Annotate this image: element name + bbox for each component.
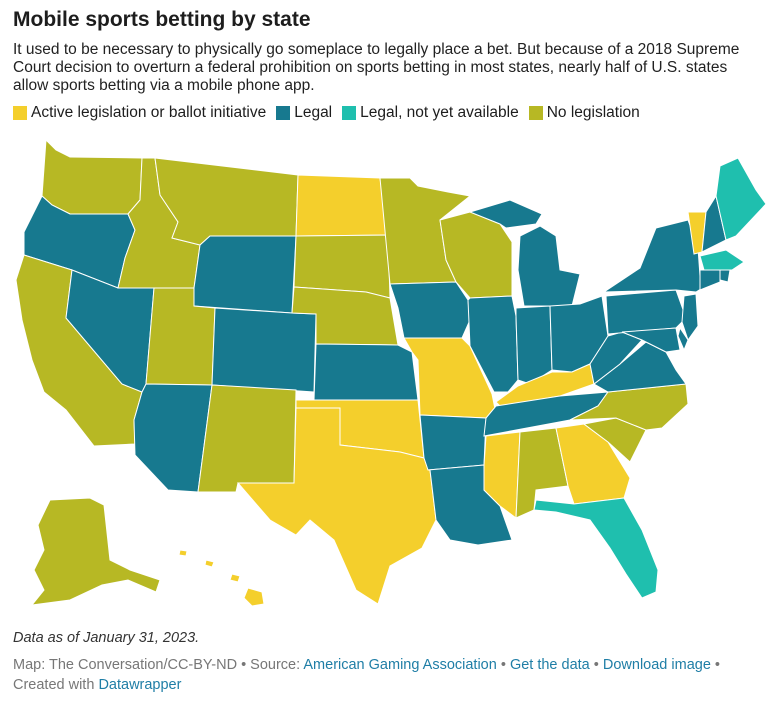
legend: Active legislation or ballot initiative … xyxy=(13,104,650,122)
legend-item-none: No legislation xyxy=(528,104,640,122)
state-tx[interactable] xyxy=(236,407,437,605)
get-data-link[interactable]: Get the data xyxy=(509,657,590,673)
state-va[interactable] xyxy=(593,341,687,393)
legend-swatch-legal xyxy=(276,106,291,120)
state-in[interactable] xyxy=(515,305,553,385)
legend-item-legal: Legal xyxy=(276,104,332,122)
state-mi[interactable] xyxy=(468,199,581,307)
state-me[interactable] xyxy=(715,157,767,241)
state-ma[interactable] xyxy=(699,249,745,271)
state-fl[interactable] xyxy=(533,497,659,599)
datawrapper-link[interactable]: Datawrapper xyxy=(98,677,182,693)
created-with-text: • Created with xyxy=(13,657,721,693)
legend-swatch-none xyxy=(528,106,543,120)
download-image-link[interactable]: Download image xyxy=(602,657,711,673)
state-nd[interactable] xyxy=(295,174,389,237)
state-mt[interactable] xyxy=(154,157,299,246)
legend-label-legal-not-yet: Legal, not yet available xyxy=(360,104,519,121)
state-ia[interactable] xyxy=(389,281,471,339)
separator: • xyxy=(589,657,603,673)
state-de[interactable] xyxy=(677,326,689,352)
state-nj[interactable] xyxy=(681,293,699,342)
hawaii-oahu[interactable] xyxy=(204,559,215,568)
state-ar[interactable] xyxy=(419,414,487,471)
us-state-map xyxy=(15,138,767,607)
data-note: Data as of January 31, 2023. xyxy=(13,630,200,646)
state-il[interactable] xyxy=(467,295,519,393)
source-link[interactable]: American Gaming Association xyxy=(303,657,497,673)
state-sc[interactable] xyxy=(582,417,647,463)
state-nm[interactable] xyxy=(197,384,297,493)
credit-text: Map: The Conversation/CC-BY-ND • Source: xyxy=(13,657,304,673)
state-wa[interactable] xyxy=(41,138,143,215)
legend-label-active: Active legislation or ballot initiative xyxy=(31,104,267,121)
state-pa[interactable] xyxy=(605,289,687,335)
state-ks[interactable] xyxy=(313,343,419,401)
legend-swatch-legal-not-yet xyxy=(342,106,357,120)
state-ri[interactable] xyxy=(719,269,731,283)
legend-item-active: Active legislation or ballot initiative xyxy=(13,104,266,122)
chart-description: It used to be necessary to physically go… xyxy=(13,41,740,94)
hawaii-kauai[interactable] xyxy=(178,549,188,557)
state-hi[interactable] xyxy=(178,549,265,607)
hawaii-maui[interactable] xyxy=(229,573,241,583)
legend-label-none: No legislation xyxy=(546,104,640,121)
state-wy[interactable] xyxy=(193,235,297,314)
chart-title: Mobile sports betting by state xyxy=(13,8,311,31)
legend-swatch-active xyxy=(13,106,27,120)
legend-label-legal: Legal xyxy=(294,104,333,121)
hawaii-big-island[interactable] xyxy=(243,587,265,607)
state-ct[interactable] xyxy=(699,269,721,291)
legend-item-legal-not-yet: Legal, not yet available xyxy=(342,104,519,122)
state-ny[interactable] xyxy=(602,219,714,293)
separator: • xyxy=(496,657,510,673)
state-co[interactable] xyxy=(211,307,317,393)
state-md[interactable] xyxy=(621,327,681,353)
footer-credits: Map: The Conversation/CC-BY-ND • Source:… xyxy=(13,655,753,695)
state-ak[interactable] xyxy=(30,497,161,606)
